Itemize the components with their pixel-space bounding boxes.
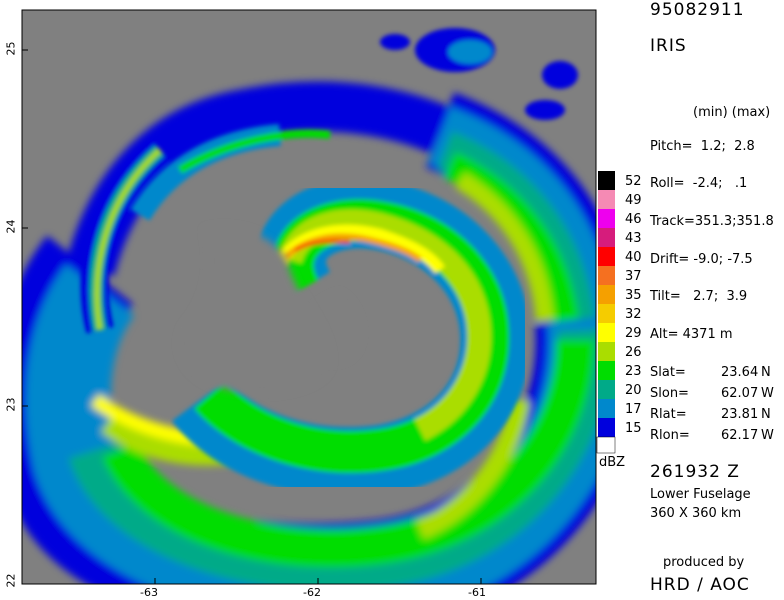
drift-readout: Drift= -9.0; -7.5	[650, 252, 753, 267]
legend-label-43: 43	[625, 231, 642, 246]
legend-swatch-32	[598, 304, 615, 323]
legend-swatch-43	[598, 228, 615, 247]
position-value: 23.64	[721, 365, 759, 380]
legend-label-52: 52	[625, 174, 642, 189]
legend-label-23: 23	[625, 364, 642, 379]
x-tick-label-62: -62	[303, 586, 321, 599]
y-tick-label-22: 22	[4, 573, 18, 588]
legend-label-20: 20	[625, 383, 642, 398]
legend-label-46: 46	[625, 212, 642, 227]
legend-color-bar	[598, 171, 615, 437]
position-name: Slon=	[650, 386, 689, 401]
range-label: 360 X 360 km	[650, 506, 742, 521]
system-name: IRIS	[650, 36, 687, 56]
legend-label-26: 26	[625, 345, 642, 360]
legend-label-17: 17	[625, 402, 642, 417]
position-value: 62.07	[721, 386, 759, 401]
legend-empty-box	[596, 436, 616, 454]
position-name: Slat=	[650, 365, 686, 380]
legend-label-15: 15	[625, 421, 642, 436]
legend-swatch-49	[598, 190, 615, 209]
legend-swatch-35	[598, 285, 615, 304]
legend-swatch-15	[598, 418, 615, 437]
legend-label-40: 40	[625, 250, 642, 265]
x-tick-label-61: -61	[468, 586, 486, 599]
position-dir: N	[761, 407, 771, 422]
params-header: (min) (max)	[693, 105, 771, 120]
legend-swatch-26	[598, 342, 615, 361]
position-value: 62.17	[721, 428, 759, 443]
roll-readout: Roll= -2.4; .1	[650, 176, 748, 191]
position-name: Rlat=	[650, 407, 687, 422]
plot-frame	[21, 9, 597, 585]
legend-label-29: 29	[625, 326, 642, 341]
legend-swatch-23	[598, 361, 615, 380]
legend-swatch-37	[598, 266, 615, 285]
position-value: 23.81	[721, 407, 759, 422]
org-label: HRD / AOC	[650, 575, 750, 595]
position-dir: N	[761, 365, 771, 380]
pitch-readout: Pitch= 1.2; 2.8	[650, 139, 755, 154]
legend-label-35: 35	[625, 288, 642, 303]
legend-unit: dBZ	[599, 455, 626, 470]
legend-swatch-20	[598, 380, 615, 399]
legend-swatch-40	[598, 247, 615, 266]
legend-label-49: 49	[625, 193, 642, 208]
antenna-label: Lower Fuselage	[650, 487, 751, 502]
reflectivity-echoes	[22, 28, 596, 584]
legend-swatch-17	[598, 399, 615, 418]
legend-label-32: 32	[625, 307, 642, 322]
track-readout: Track=351.3;351.8	[650, 214, 774, 229]
legend-label-37: 37	[625, 269, 642, 284]
flight-id: 95082911	[650, 0, 745, 20]
produced-by-label: produced by	[663, 555, 745, 570]
altitude-readout: Alt= 4371 m	[650, 327, 733, 342]
position-dir: W	[761, 386, 774, 401]
y-tick-label-24: 24	[4, 219, 18, 234]
legend-swatch-29	[598, 323, 615, 342]
x-tick-marks	[154, 578, 482, 584]
y-tick-label-23: 23	[4, 397, 18, 412]
position-dir: W	[761, 428, 774, 443]
legend-swatch-46	[598, 209, 615, 228]
legend-swatch-52	[598, 171, 615, 190]
x-tick-label-63: -63	[140, 586, 158, 599]
tilt-readout: Tilt= 2.7; 3.9	[650, 289, 748, 304]
y-tick-label-25: 25	[4, 41, 18, 56]
position-name: Rlon=	[650, 428, 690, 443]
time-stamp: 261932 Z	[650, 462, 740, 482]
y-tick-marks	[22, 49, 28, 585]
